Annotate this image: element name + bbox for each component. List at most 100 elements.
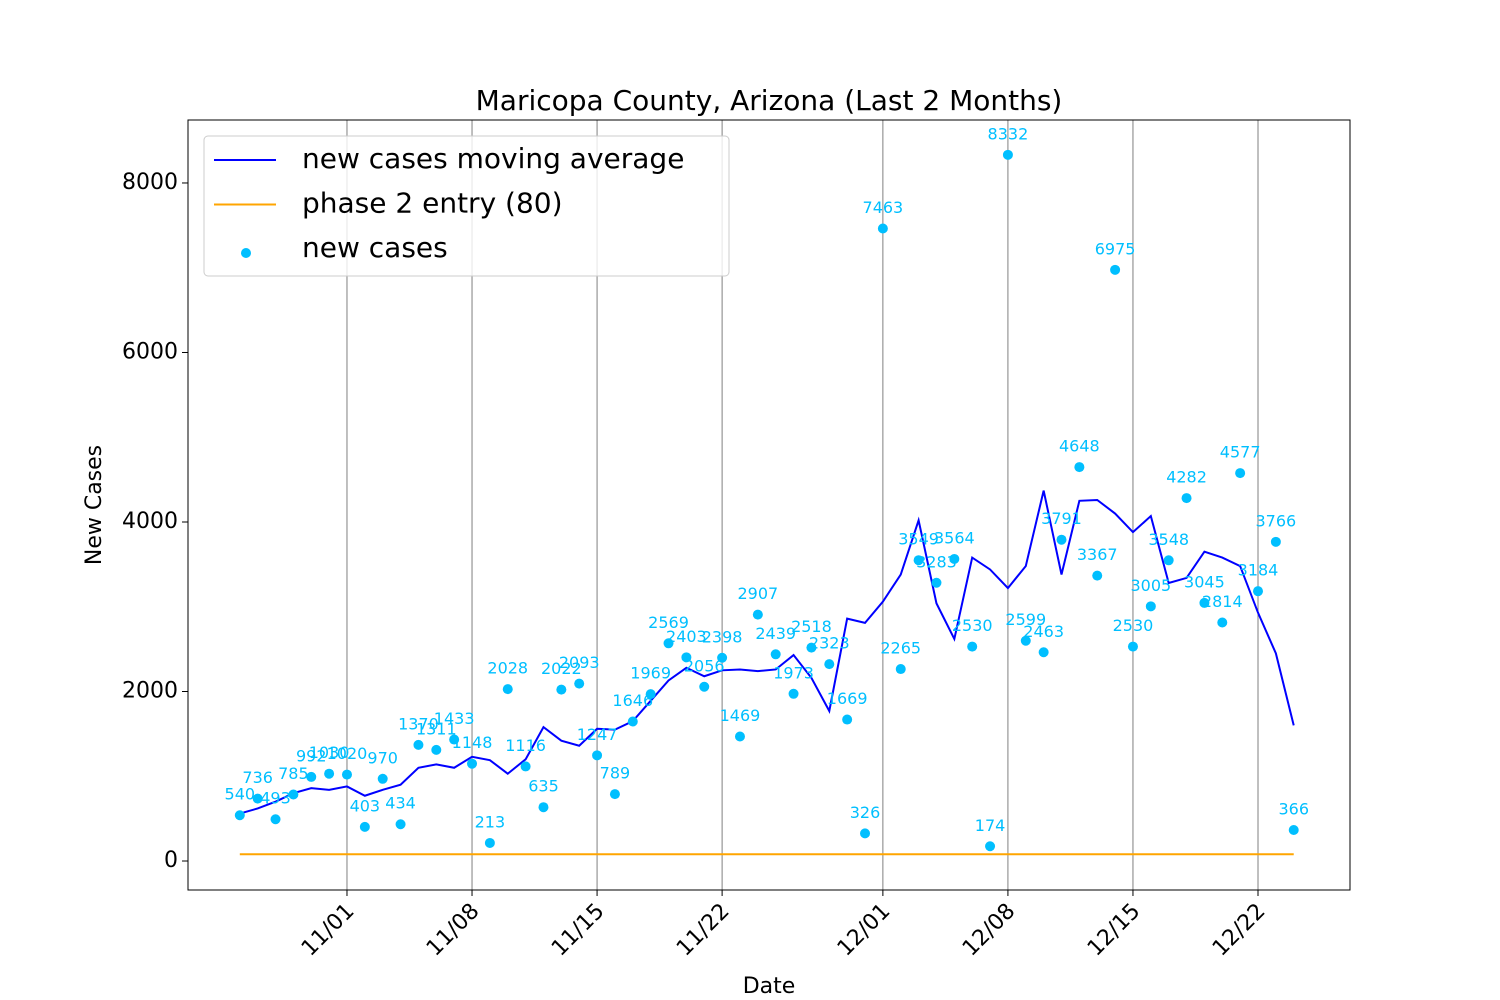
point bbox=[324, 768, 335, 779]
point bbox=[413, 739, 424, 750]
point bbox=[1253, 586, 1264, 597]
data-label: 1311 bbox=[416, 719, 457, 738]
data-label: 1247 bbox=[577, 725, 618, 744]
point bbox=[788, 688, 799, 699]
point bbox=[770, 649, 781, 660]
data-label: 4648 bbox=[1059, 437, 1100, 456]
data-label: 1030 bbox=[309, 743, 350, 762]
data-label: 403 bbox=[350, 796, 381, 815]
legend-swatch bbox=[241, 248, 251, 258]
point bbox=[1163, 555, 1174, 566]
point bbox=[341, 769, 352, 780]
point bbox=[806, 642, 817, 653]
point bbox=[1270, 536, 1281, 547]
point bbox=[985, 841, 996, 852]
data-label: 3367 bbox=[1077, 545, 1118, 564]
data-label: 4577 bbox=[1220, 443, 1261, 462]
point bbox=[877, 223, 888, 234]
data-label: 2403 bbox=[666, 627, 707, 646]
point bbox=[824, 659, 835, 670]
data-label: 2814 bbox=[1202, 592, 1243, 611]
data-label: 326 bbox=[850, 803, 881, 822]
data-label: 992 bbox=[296, 746, 327, 765]
data-label: 366 bbox=[1278, 799, 1309, 818]
point bbox=[1020, 635, 1031, 646]
legend-label: new cases bbox=[302, 231, 448, 264]
data-label: 3766 bbox=[1256, 511, 1297, 530]
data-label: 2530 bbox=[1113, 616, 1154, 635]
data-label: 2463 bbox=[1023, 622, 1064, 641]
point bbox=[377, 773, 388, 784]
point bbox=[860, 828, 871, 839]
chart-title: Maricopa County, Arizona (Last 2 Months) bbox=[476, 84, 1063, 117]
point bbox=[431, 744, 442, 755]
plot-frame bbox=[187, 119, 1351, 891]
point bbox=[1002, 149, 1013, 160]
data-label: 1020 bbox=[327, 744, 368, 763]
data-label: 1469 bbox=[720, 706, 761, 725]
data-label: 3184 bbox=[1238, 561, 1279, 580]
data-label: 2398 bbox=[702, 627, 743, 646]
point bbox=[1110, 264, 1121, 275]
x-axis-label: Date bbox=[743, 974, 796, 999]
data-label: 1646 bbox=[612, 691, 653, 710]
point bbox=[752, 609, 763, 620]
data-label: 2028 bbox=[487, 659, 528, 678]
point bbox=[1127, 641, 1138, 652]
point bbox=[1145, 601, 1156, 612]
point bbox=[574, 678, 585, 689]
data-label: 635 bbox=[528, 777, 559, 796]
data-label: 174 bbox=[975, 816, 1006, 835]
data-label: 1148 bbox=[452, 733, 493, 752]
point bbox=[1038, 647, 1049, 658]
point bbox=[288, 789, 299, 800]
data-label: 2439 bbox=[755, 624, 796, 643]
legend-box bbox=[203, 135, 730, 277]
data-label: 2056 bbox=[684, 656, 725, 675]
point bbox=[359, 821, 370, 832]
data-label: 2323 bbox=[809, 634, 850, 653]
point bbox=[734, 731, 745, 742]
data-label: 213 bbox=[475, 812, 506, 831]
data-label: 970 bbox=[367, 748, 398, 767]
data-label: 3549 bbox=[898, 530, 939, 549]
legend-label: new cases moving average bbox=[302, 142, 684, 175]
point bbox=[1288, 824, 1299, 835]
y-tick-label: 2000 bbox=[122, 679, 178, 704]
data-label: 493 bbox=[260, 789, 291, 808]
data-label: 1116 bbox=[505, 736, 546, 755]
y-tick-label: 8000 bbox=[122, 170, 178, 195]
data-label: 4282 bbox=[1166, 468, 1207, 487]
data-label: 434 bbox=[385, 794, 416, 813]
point bbox=[842, 714, 853, 725]
y-tick-label: 4000 bbox=[122, 509, 178, 534]
y-tick-label: 0 bbox=[164, 848, 178, 873]
data-label: 736 bbox=[242, 768, 273, 787]
data-label: 2093 bbox=[559, 653, 600, 672]
point bbox=[1074, 462, 1085, 473]
point bbox=[484, 837, 495, 848]
data-label: 3283 bbox=[916, 552, 957, 571]
point bbox=[449, 734, 460, 745]
data-label: 2569 bbox=[648, 613, 689, 632]
point bbox=[949, 553, 960, 564]
data-label: 6975 bbox=[1095, 239, 1136, 258]
data-label: 2530 bbox=[952, 616, 993, 635]
point bbox=[895, 664, 906, 675]
data-label: 8332 bbox=[988, 124, 1029, 143]
point bbox=[520, 761, 531, 772]
y-tick-label: 6000 bbox=[122, 339, 178, 364]
point bbox=[270, 814, 281, 825]
data-label: 1433 bbox=[434, 709, 475, 728]
point bbox=[913, 555, 924, 566]
point bbox=[306, 771, 317, 782]
point bbox=[1181, 493, 1192, 504]
point bbox=[1235, 468, 1246, 479]
point bbox=[645, 689, 656, 700]
point bbox=[1056, 534, 1067, 545]
data-label: 2022 bbox=[541, 659, 582, 678]
point bbox=[699, 681, 710, 692]
data-label: 3045 bbox=[1184, 572, 1225, 591]
point bbox=[627, 716, 638, 727]
